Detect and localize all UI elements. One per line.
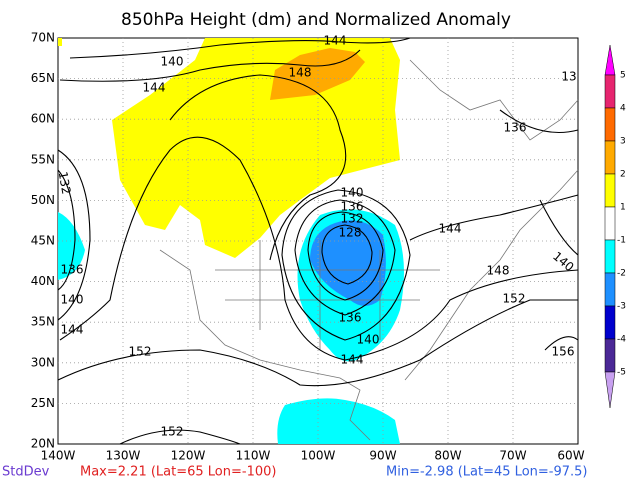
contour-label: 136 [341,200,364,214]
contour-label: 136 [61,263,84,277]
contour-label: 152 [129,345,152,359]
lat-label: 30N [31,355,55,369]
lon-label: 90W [369,449,396,463]
colorbar-label: 3 [620,137,626,147]
contour [281,189,579,341]
lat-label: 25N [31,396,55,410]
footer-field: StdDev [2,465,50,480]
contour-label: 144 [324,34,347,48]
contour-label: 132 [56,170,74,195]
colorbar-cell [604,107,616,142]
lon-label: 80W [434,449,461,463]
contour-label: 152 [161,425,184,439]
lat-label: 60N [31,112,55,126]
contour-label: 140 [341,186,364,200]
contour-label: 136 [504,121,527,135]
lon-label: 140W [41,449,76,463]
colorbar-label: 4 [620,104,626,114]
contour-label: 132 [341,212,364,226]
colorbar-cell [604,371,616,409]
contour [59,136,579,361]
lat-label: 55N [31,152,55,166]
contour-label: 152 [503,292,526,306]
contour [294,199,396,316]
contour [59,49,361,82]
contour-label: 13 [561,70,576,84]
anomaly-negative [58,212,85,280]
colorbar-cell [604,305,616,340]
map: 140 144 148 144 13 136 132 140 136 132 1… [56,34,579,445]
colorbar-label: -1 [617,236,626,246]
contour [499,109,579,351]
anomaly-negative [277,398,400,444]
colorbar-label: -4 [617,335,626,345]
contour-label: 144 [143,81,166,95]
colorbar-label: -5 [617,368,626,378]
colorbar-label: 2 [620,170,626,180]
footer-min: Min=-2.98 (Lat=45 Lon=-97.5) [386,465,587,480]
lat-label: 45N [31,234,55,248]
contour-label: 148 [487,264,510,278]
contour-label: 140 [161,55,184,69]
colorbar [604,44,616,409]
height-contours [57,37,579,445]
latitude-labels: 70N 65N 60N 55N 50N 45N 40N 35N 30N 25N … [31,31,55,451]
contour-label: 144 [341,353,364,367]
contour-label: 144 [61,323,84,337]
contour [169,74,347,261]
contour-label: 140 [357,333,380,347]
contour [57,149,91,321]
lat-label: 20N [31,437,55,451]
contour-label: 144 [439,222,462,236]
colorbar-cell [604,173,616,208]
contour-labels: 140 144 148 144 13 136 132 140 136 132 1… [56,34,577,439]
colorbar-cell [604,239,616,274]
colorbar-labels: 5 4 3 2 1 -1 -2 -3 -4 -5 [617,71,626,378]
lat-label: 65N [31,71,55,85]
lat-label: 35N [31,315,55,329]
contour-label: 148 [289,66,312,80]
colorbar-cell [604,272,616,307]
anomaly-positive-strong [270,48,365,100]
footer-max: Max=2.21 (Lat=65 Lon=-100) [80,465,276,480]
anomaly-positive [112,38,400,258]
colorbar-cell [604,338,616,373]
lon-label: 60W [557,449,584,463]
lon-label: 100W [301,449,336,463]
lat-label: 40N [31,274,55,288]
contour [57,299,578,387]
colorbar-label: -3 [617,302,626,312]
contour [69,37,411,59]
lat-label: 70N [31,31,55,45]
contour [57,169,76,291]
contour-label: 156 [552,345,575,359]
colorbar-label: 5 [620,71,626,81]
anomaly-negative-strong [310,220,386,306]
title: 850hPa Height (dm) and Normalized Anomal… [121,10,511,30]
contour [307,211,384,301]
colorbar-cell [604,74,616,109]
contour-label: 128 [339,226,362,240]
longitude-labels: 140W 130W 120W 110W 100W 90W 80W 70W 60W [41,449,585,463]
colorbar-label: -2 [617,269,626,279]
lon-label: 110W [236,449,271,463]
contour-label: 140 [61,293,84,307]
anomaly-positive [58,38,62,46]
colorbar-label: 1 [620,203,626,213]
contour [119,429,241,445]
lon-label: 130W [106,449,141,463]
colorbar-cell [604,44,616,76]
lon-label: 120W [171,449,206,463]
contour-label: 136 [339,311,362,325]
contour [321,224,373,285]
lon-label: 70W [499,449,526,463]
lat-label: 50N [31,193,55,207]
colorbar-cell [604,206,616,241]
colorbar-cell [604,140,616,175]
